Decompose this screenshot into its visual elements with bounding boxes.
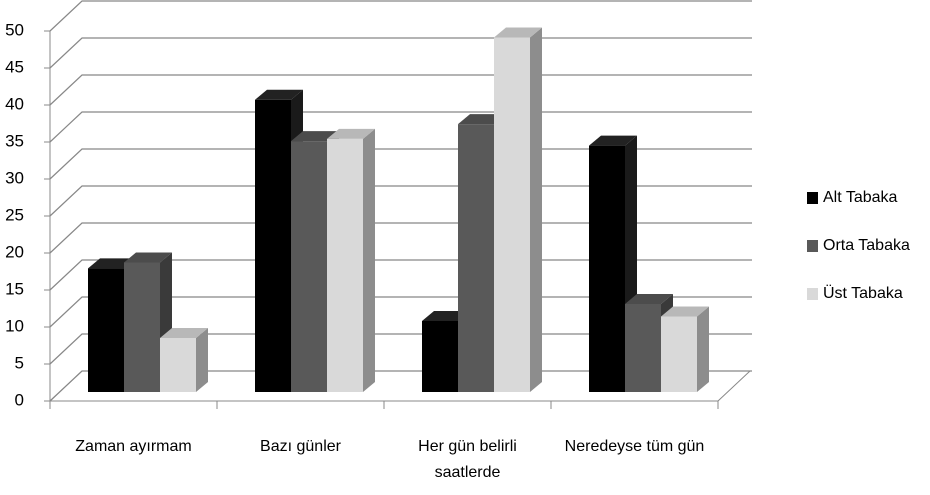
- bar-top: [327, 128, 375, 139]
- grid-line: [49, 148, 752, 180]
- bar-side: [363, 128, 375, 393]
- legend-swatch: [807, 192, 818, 204]
- bar-top: [494, 27, 542, 38]
- grid-line: [49, 37, 752, 69]
- y-tick-label: 50: [5, 20, 24, 39]
- y-tick-label: 0: [15, 390, 24, 409]
- x-tick-label: Her gün belirli saatlerde: [418, 438, 517, 481]
- x-tick-label: Zaman ayırmam: [75, 438, 192, 455]
- x-tick-label: Neredeyse tüm gün: [564, 438, 705, 455]
- y-tick-label: 5: [15, 353, 24, 372]
- bar-front: [255, 99, 291, 392]
- grid-line: [49, 111, 752, 143]
- bar-top: [124, 252, 172, 263]
- y-tick-label: 10: [5, 316, 24, 335]
- bar-front: [160, 337, 196, 392]
- y-tick-label: 45: [5, 57, 24, 76]
- bar-top: [255, 89, 303, 100]
- bar: [160, 327, 208, 392]
- bar-front: [291, 141, 327, 392]
- legend-swatch: [807, 240, 818, 252]
- y-tick-label: 30: [5, 168, 24, 187]
- y-tick-label: 20: [5, 242, 24, 261]
- bar-front: [589, 145, 625, 392]
- legend-swatch: [807, 288, 818, 300]
- y-tick-label: 15: [5, 279, 24, 298]
- bar-top: [291, 131, 339, 142]
- y-tick-label: 40: [5, 94, 24, 113]
- y-tick-label: 35: [5, 131, 24, 150]
- grid-line: [49, 222, 752, 254]
- grid-line: [49, 74, 752, 106]
- y-tick-label: 25: [5, 205, 24, 224]
- bar: [327, 128, 375, 393]
- bar-side: [530, 27, 542, 392]
- bar-front: [494, 37, 530, 392]
- bar-side: [697, 306, 709, 392]
- grid-line: [49, 0, 752, 32]
- bar-front: [327, 138, 363, 392]
- bar-top: [661, 306, 709, 317]
- bar-side: [196, 327, 208, 392]
- bar-front: [661, 316, 697, 392]
- bar: [494, 27, 542, 392]
- bar-top: [625, 293, 673, 304]
- bar-front: [88, 268, 124, 392]
- bar-front: [422, 320, 458, 392]
- bar: [661, 306, 709, 392]
- bar-front: [625, 303, 661, 392]
- x-tick-label: Bazı günler: [260, 438, 341, 455]
- legend-label: Alt Tabaka: [823, 189, 898, 206]
- bar-top: [160, 327, 208, 338]
- grid-line: [49, 185, 752, 217]
- legend-label: Üst Tabaka: [823, 284, 903, 302]
- bar-front: [124, 262, 160, 392]
- legend-label: Orta Tabaka: [823, 237, 910, 254]
- bar-front: [458, 124, 494, 393]
- bar-top: [589, 135, 637, 146]
